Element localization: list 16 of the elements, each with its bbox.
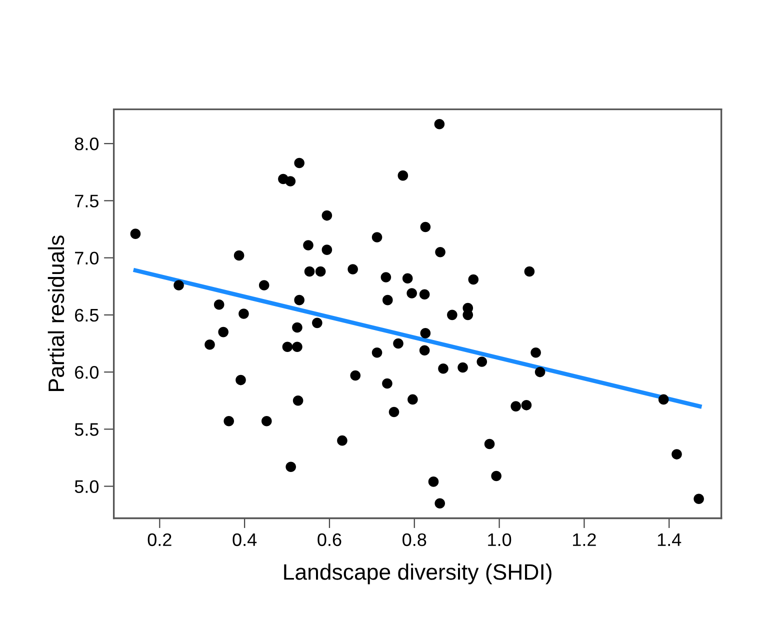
x-tick-label: 0.4	[232, 533, 257, 546]
y-tick-label: 5.5	[74, 423, 98, 436]
y-tick-label: 8.0	[74, 138, 99, 150]
y-tick-label: 6.5	[75, 308, 98, 322]
x-tick-label: 1.2	[573, 533, 596, 546]
y-tick-label: 7.0	[75, 252, 99, 265]
x-tick-label: 0.2	[148, 533, 172, 546]
x-tick-label: 1.0	[488, 533, 512, 546]
y-tick-label: 7.5	[75, 194, 98, 208]
x-axis-title: Landscape diversity (SHDI)	[284, 564, 552, 584]
x-tick-label: 1.4	[658, 534, 682, 546]
x-tick-label: 0.8	[402, 533, 426, 546]
x-tick-label: 0.6	[318, 533, 342, 546]
y-tick-label: 5.0	[74, 480, 99, 493]
y-tick-label: 6.0	[75, 366, 99, 379]
y-axis-title: Partial residuals	[48, 236, 64, 392]
